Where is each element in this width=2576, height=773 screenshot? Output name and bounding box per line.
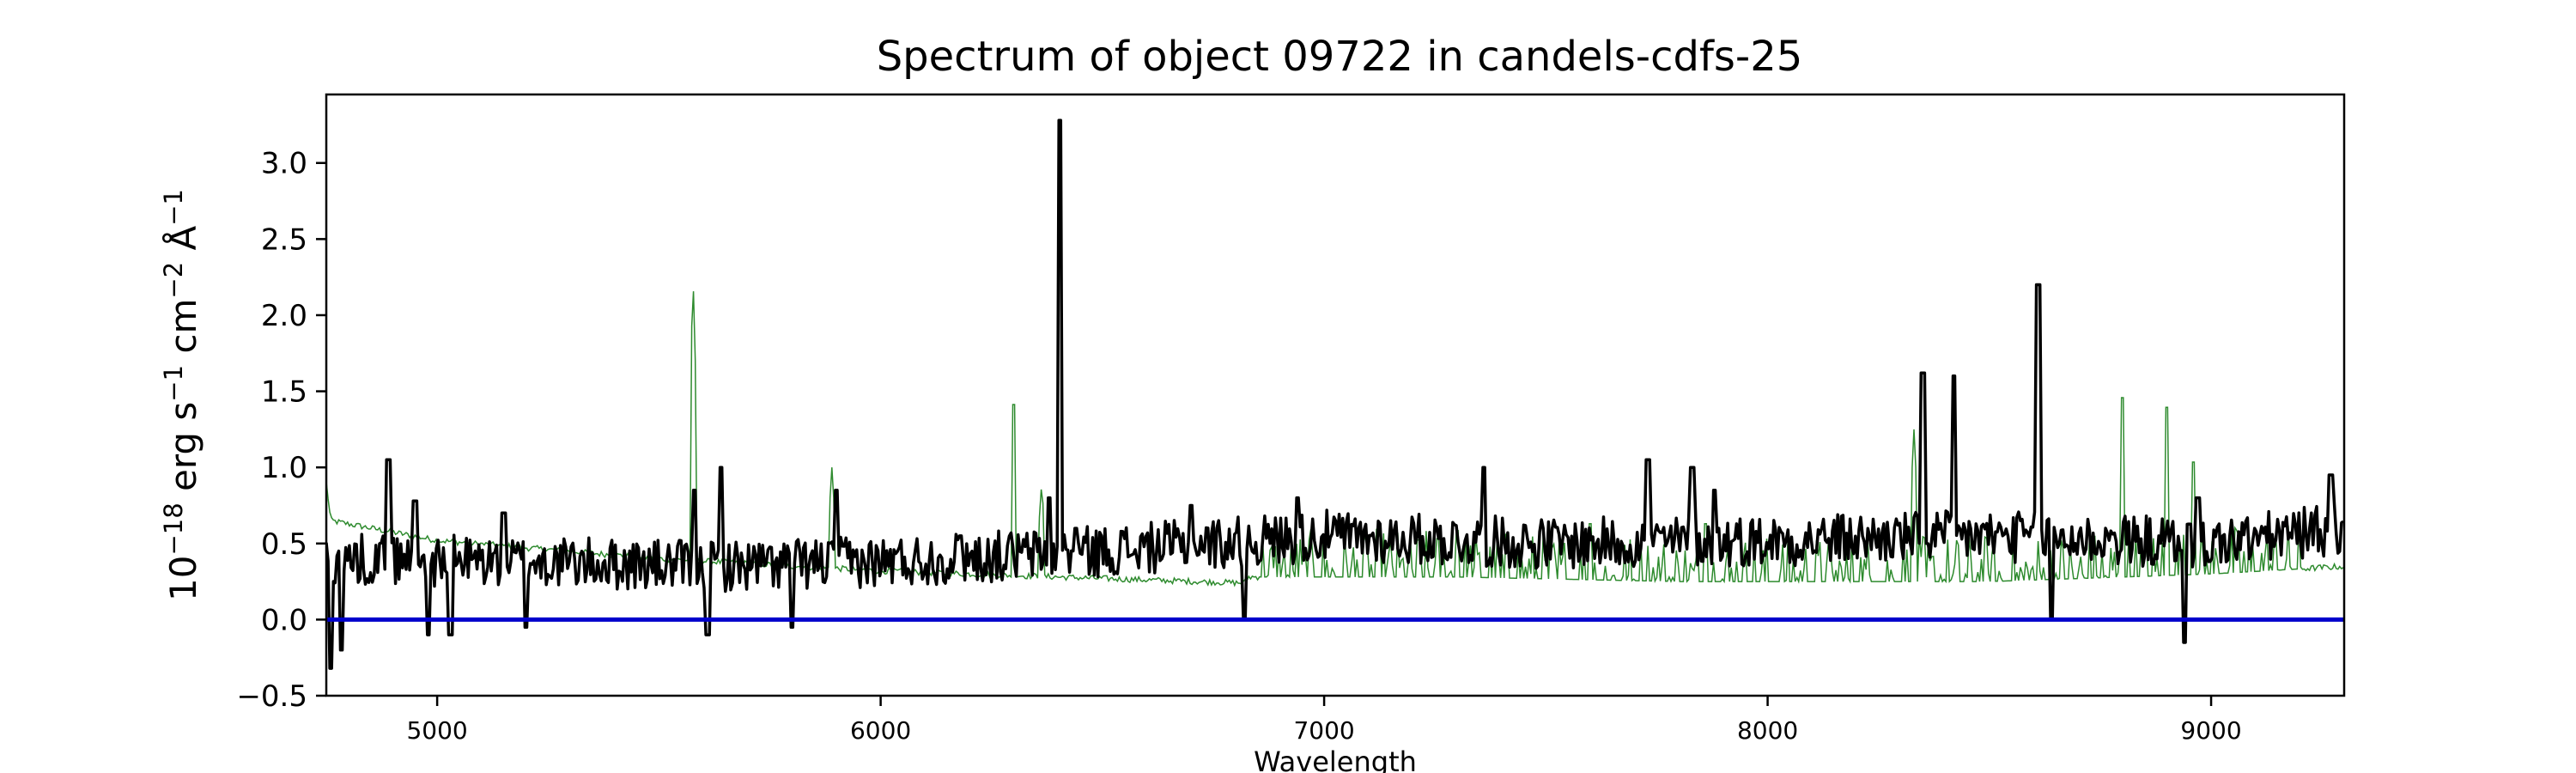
y-tick-label: 1.5 xyxy=(261,375,307,410)
y-axis: −0.5 0.0 0.5 1.0 1.5 2.0 2.5 3.0 xyxy=(236,147,326,714)
y-label-exp: −18 xyxy=(159,502,188,555)
y-label-exp-cm: −2 xyxy=(159,262,188,299)
x-tick-label: 7000 xyxy=(1293,716,1354,745)
y-tick-label: 2.0 xyxy=(261,299,307,333)
y-tick-label: 0.0 xyxy=(261,603,307,637)
y-label-exp-angstrom: −1 xyxy=(159,189,188,226)
chart-title: Spectrum of object 09722 in candels-cdfs… xyxy=(877,33,1803,81)
y-label-cm: cm xyxy=(162,299,204,354)
sky-spectrum-line xyxy=(326,291,2344,587)
y-label-angstrom: Å xyxy=(161,225,204,250)
x-tick-label: 5000 xyxy=(406,716,467,745)
y-axis-label: 10−18 erg s−1 cm−2 Å−1 xyxy=(159,189,204,601)
y-tick-label: 3.0 xyxy=(261,147,307,181)
y-tick-label: 2.5 xyxy=(261,222,307,257)
y-tick-label: 1.0 xyxy=(261,451,307,485)
flux-spectrum-line xyxy=(326,119,2344,670)
x-tick-label: 9000 xyxy=(2180,716,2241,745)
x-tick-label: 6000 xyxy=(850,716,911,745)
y-label-exp-s: −1 xyxy=(159,365,188,402)
y-label-erg: erg s xyxy=(162,402,204,491)
x-axis: 5000 6000 7000 8000 9000 xyxy=(406,696,2242,745)
y-tick-label: −0.5 xyxy=(236,679,307,714)
plot-frame xyxy=(325,93,2346,697)
y-tick-label: 0.5 xyxy=(261,527,307,562)
x-axis-label: Wavelength xyxy=(1254,746,1417,773)
plot-area xyxy=(325,93,2346,697)
x-tick-label: 8000 xyxy=(1737,716,1798,745)
y-label-base: 10 xyxy=(162,556,204,601)
